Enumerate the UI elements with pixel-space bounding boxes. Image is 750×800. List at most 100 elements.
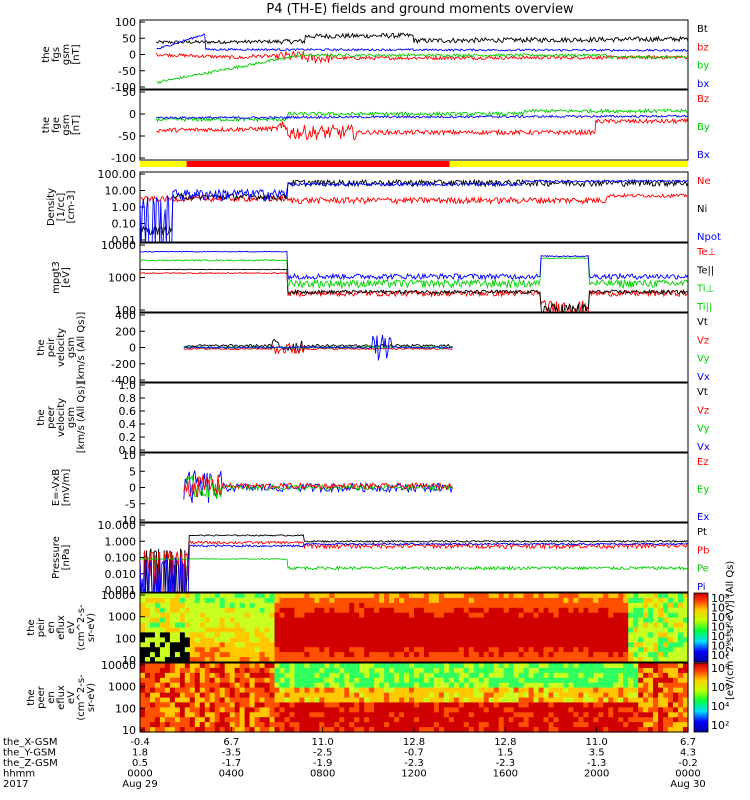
heatmap-cell bbox=[399, 707, 405, 713]
heatmap-cell bbox=[683, 707, 689, 713]
heatmap-cell bbox=[179, 647, 186, 653]
heatmap-cell bbox=[199, 702, 206, 708]
heatmap-cell bbox=[673, 692, 679, 699]
heatmap-cell bbox=[633, 717, 639, 723]
heatmap-cell bbox=[324, 593, 330, 599]
heatmap-cell bbox=[608, 602, 614, 609]
heatmap-cell bbox=[314, 697, 320, 703]
heatmap-cell bbox=[204, 717, 211, 723]
heatmap-cell bbox=[274, 617, 281, 624]
heatmap-cell bbox=[159, 612, 166, 619]
heatmap-cell bbox=[488, 612, 495, 619]
heatmap-cell bbox=[618, 612, 624, 619]
heatmap-cell bbox=[598, 692, 604, 699]
y-axis-label-line: the bbox=[26, 689, 37, 705]
heatmap-cell bbox=[254, 672, 261, 679]
heatmap-cell bbox=[508, 692, 515, 699]
heatmap-cell bbox=[329, 612, 335, 619]
heatmap-cell bbox=[409, 652, 415, 658]
heatmap-cell bbox=[419, 647, 425, 653]
heatmap-cell bbox=[558, 627, 565, 633]
heatmap-cell bbox=[548, 602, 555, 609]
heatmap-cell bbox=[344, 607, 350, 614]
heatmap-cell bbox=[344, 687, 350, 694]
heatmap-cell bbox=[608, 622, 614, 629]
heatmap-cell bbox=[573, 647, 579, 653]
heatmap-cell bbox=[633, 707, 639, 713]
heatmap-cell bbox=[179, 622, 186, 629]
heatmap-cell bbox=[598, 663, 604, 669]
heatmap-cell bbox=[289, 663, 296, 669]
heatmap-cell bbox=[274, 667, 281, 674]
heatmap-cell bbox=[508, 663, 515, 669]
heatmap-cell bbox=[593, 707, 599, 713]
heatmap-cell bbox=[344, 612, 350, 619]
heatmap-cell bbox=[364, 597, 370, 604]
heatmap-cell bbox=[364, 647, 370, 653]
heatmap-cell bbox=[184, 657, 191, 663]
heatmap-cell bbox=[433, 727, 440, 733]
y-axis-label-line: eflux bbox=[56, 685, 67, 710]
heatmap-cell bbox=[159, 667, 166, 674]
heatmap-cell bbox=[638, 647, 644, 653]
heatmap-cell bbox=[299, 642, 305, 648]
heatmap-cell bbox=[344, 682, 350, 689]
heatmap-cell bbox=[339, 672, 345, 679]
heatmap-cell bbox=[224, 682, 231, 689]
heatmap-cell bbox=[583, 702, 589, 708]
heatmap-cell bbox=[568, 627, 574, 633]
heatmap-cell bbox=[154, 717, 161, 723]
x-axis-tick-label: 6.7 bbox=[680, 737, 696, 748]
heatmap-cell bbox=[204, 697, 211, 703]
heatmap-cell bbox=[339, 692, 345, 699]
heatmap-cell bbox=[523, 677, 530, 684]
heatmap-cell bbox=[473, 607, 480, 614]
heatmap-cell bbox=[588, 622, 594, 629]
heatmap-cell bbox=[174, 607, 181, 614]
heatmap-cell bbox=[598, 687, 604, 694]
heatmap-cell bbox=[438, 622, 445, 629]
heatmap-cell bbox=[214, 672, 221, 679]
heatmap-cell bbox=[239, 677, 246, 684]
heatmap-cell bbox=[508, 672, 515, 679]
heatmap-cell bbox=[608, 727, 614, 733]
heatmap-cell bbox=[204, 622, 211, 629]
heatmap-cell bbox=[508, 657, 515, 663]
heatmap-cell bbox=[578, 687, 584, 694]
heatmap-cell bbox=[259, 602, 266, 609]
heatmap-cell bbox=[314, 642, 320, 648]
heatmap-cell bbox=[558, 612, 565, 619]
heatmap-cell bbox=[663, 663, 669, 669]
heatmap-cell bbox=[478, 602, 485, 609]
heatmap-cell bbox=[638, 712, 644, 718]
heatmap-cell bbox=[588, 657, 594, 663]
y-axis-label-line: eV bbox=[66, 621, 77, 634]
heatmap-cell bbox=[663, 702, 669, 708]
heatmap-cell bbox=[558, 692, 565, 699]
heatmap-cell bbox=[364, 637, 370, 643]
heatmap-cell bbox=[478, 717, 485, 723]
heatmap-cell bbox=[523, 637, 530, 643]
heatmap-cell bbox=[498, 712, 505, 718]
heatmap-cell bbox=[673, 677, 679, 684]
heatmap-cell bbox=[404, 632, 410, 638]
heatmap-cell bbox=[548, 657, 555, 663]
heatmap-cell bbox=[389, 607, 395, 614]
heatmap-cell bbox=[663, 707, 669, 713]
colorbar-tick-label: 10² bbox=[711, 719, 729, 732]
heatmap-cell bbox=[344, 722, 350, 728]
heatmap-cell bbox=[678, 672, 684, 679]
heatmap-cell bbox=[513, 707, 520, 713]
heatmap-cell bbox=[453, 682, 460, 689]
heatmap-cell bbox=[284, 707, 291, 713]
heatmap-cell bbox=[264, 663, 271, 669]
heatmap-cell bbox=[424, 647, 430, 653]
heatmap-cell bbox=[673, 687, 679, 694]
heatmap-cell bbox=[254, 637, 261, 643]
heatmap-cell bbox=[573, 642, 579, 648]
heatmap-cell bbox=[663, 692, 669, 699]
colorbar-tick-label: 10⁶ bbox=[711, 681, 730, 694]
heatmap-cell bbox=[374, 677, 380, 684]
heatmap-cell bbox=[159, 722, 166, 728]
